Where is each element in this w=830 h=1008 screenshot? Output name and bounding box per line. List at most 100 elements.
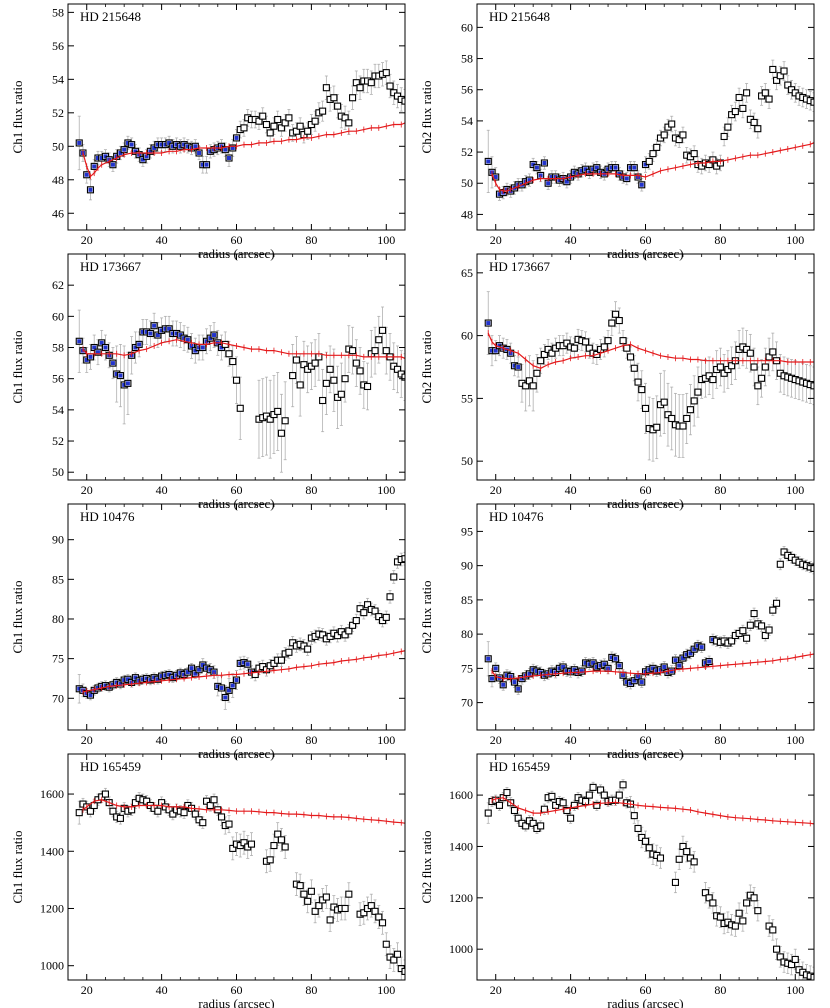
data-point: [334, 632, 342, 640]
data-point: [604, 337, 612, 345]
data-point-fit: [594, 664, 599, 669]
data-point: [645, 157, 653, 165]
data-point: [319, 107, 327, 115]
y-tick-label: 1000: [449, 942, 473, 956]
data-point-fit: [88, 693, 93, 698]
data-point: [229, 844, 237, 852]
x-tick-label: 20: [81, 733, 93, 747]
data-point-fit: [125, 381, 130, 386]
data-point-fit: [669, 669, 674, 674]
y-tick-label: 1200: [40, 901, 64, 915]
data-point-fit: [493, 666, 498, 671]
x-tick-label: 60: [640, 983, 652, 997]
data-point-fit: [632, 678, 637, 683]
x-tick-label: 80: [305, 733, 317, 747]
y-tick-label: 54: [52, 72, 64, 86]
data-point-fit: [587, 662, 592, 667]
data-point: [705, 894, 713, 902]
data-point: [206, 801, 214, 810]
data-point: [705, 160, 713, 169]
data-point: [705, 372, 713, 380]
data-point: [345, 627, 353, 635]
data-point-fit: [613, 165, 618, 170]
data-point: [679, 842, 687, 851]
data-point: [232, 376, 241, 384]
data-point-fit: [92, 345, 97, 350]
data-point-fit: [170, 331, 175, 336]
data-point: [304, 645, 312, 653]
data-point-fit: [114, 372, 119, 377]
data-point: [611, 310, 620, 318]
data-point-fit: [527, 178, 532, 183]
data-point: [675, 136, 683, 144]
x-tick-label: 60: [640, 733, 652, 747]
data-point-fit: [230, 683, 235, 688]
data-point: [773, 76, 781, 84]
data-point-fit: [144, 676, 149, 681]
data-point: [522, 382, 530, 390]
data-point: [225, 350, 233, 358]
data-point: [728, 362, 736, 370]
x-tick-label: 100: [786, 233, 804, 247]
data-point: [281, 417, 289, 425]
y-tick-label: 52: [52, 434, 64, 448]
data-point-fit: [140, 157, 145, 162]
data-point: [709, 899, 717, 907]
x-tick-label: 20: [81, 233, 93, 247]
data-point: [791, 955, 799, 964]
data-point: [600, 343, 608, 351]
data-point: [330, 376, 338, 384]
data-point: [266, 415, 274, 423]
data-point: [495, 801, 504, 809]
data-point-fit: [677, 663, 682, 668]
data-point: [746, 349, 754, 357]
x-tick-label: 20: [490, 733, 502, 747]
data-point-fit: [148, 678, 153, 683]
data-point-fit: [125, 140, 130, 145]
data-point-fit: [617, 663, 622, 668]
data-point-fit: [212, 670, 217, 675]
data-point: [154, 807, 162, 815]
data-point: [401, 97, 405, 105]
panel-star-name: HD 165459: [80, 759, 141, 774]
data-point-fit: [148, 331, 153, 336]
x-tick-label: 100: [377, 233, 395, 247]
data-point: [765, 922, 773, 930]
data-point-fit: [241, 660, 246, 665]
data-point: [679, 422, 687, 430]
data-point: [367, 79, 375, 87]
data-point-fit: [688, 651, 693, 656]
x-tick-label: 40: [156, 983, 168, 997]
data-point-fit: [516, 686, 521, 691]
data-point-fit: [204, 666, 209, 671]
data-point: [390, 956, 398, 964]
y-tick-label: 50: [461, 176, 473, 190]
data-point: [285, 648, 293, 656]
data-point: [649, 150, 657, 158]
data-point: [739, 627, 747, 635]
data-point-fit: [148, 149, 153, 154]
plot-frame: [67, 3, 406, 231]
data-point: [304, 127, 312, 135]
data-point: [750, 118, 758, 127]
x-tick-label: 100: [786, 733, 804, 747]
data-point-fit: [654, 669, 659, 674]
data-point: [668, 414, 676, 423]
data-point: [653, 423, 661, 431]
data-point-fit: [542, 160, 547, 165]
data-point-fit: [133, 149, 138, 154]
data-point-fit: [546, 181, 551, 186]
data-point-fit: [534, 165, 539, 170]
data-point: [664, 411, 672, 419]
plot-area: [484, 546, 814, 695]
data-point-fit: [223, 695, 228, 700]
x-tick-label: 80: [305, 983, 317, 997]
data-point: [382, 613, 390, 621]
x-tick-label: 20: [490, 233, 502, 247]
y-tick-label: 54: [461, 114, 473, 128]
data-point: [304, 897, 312, 905]
data-point: [570, 801, 578, 809]
data-point: [401, 967, 405, 975]
